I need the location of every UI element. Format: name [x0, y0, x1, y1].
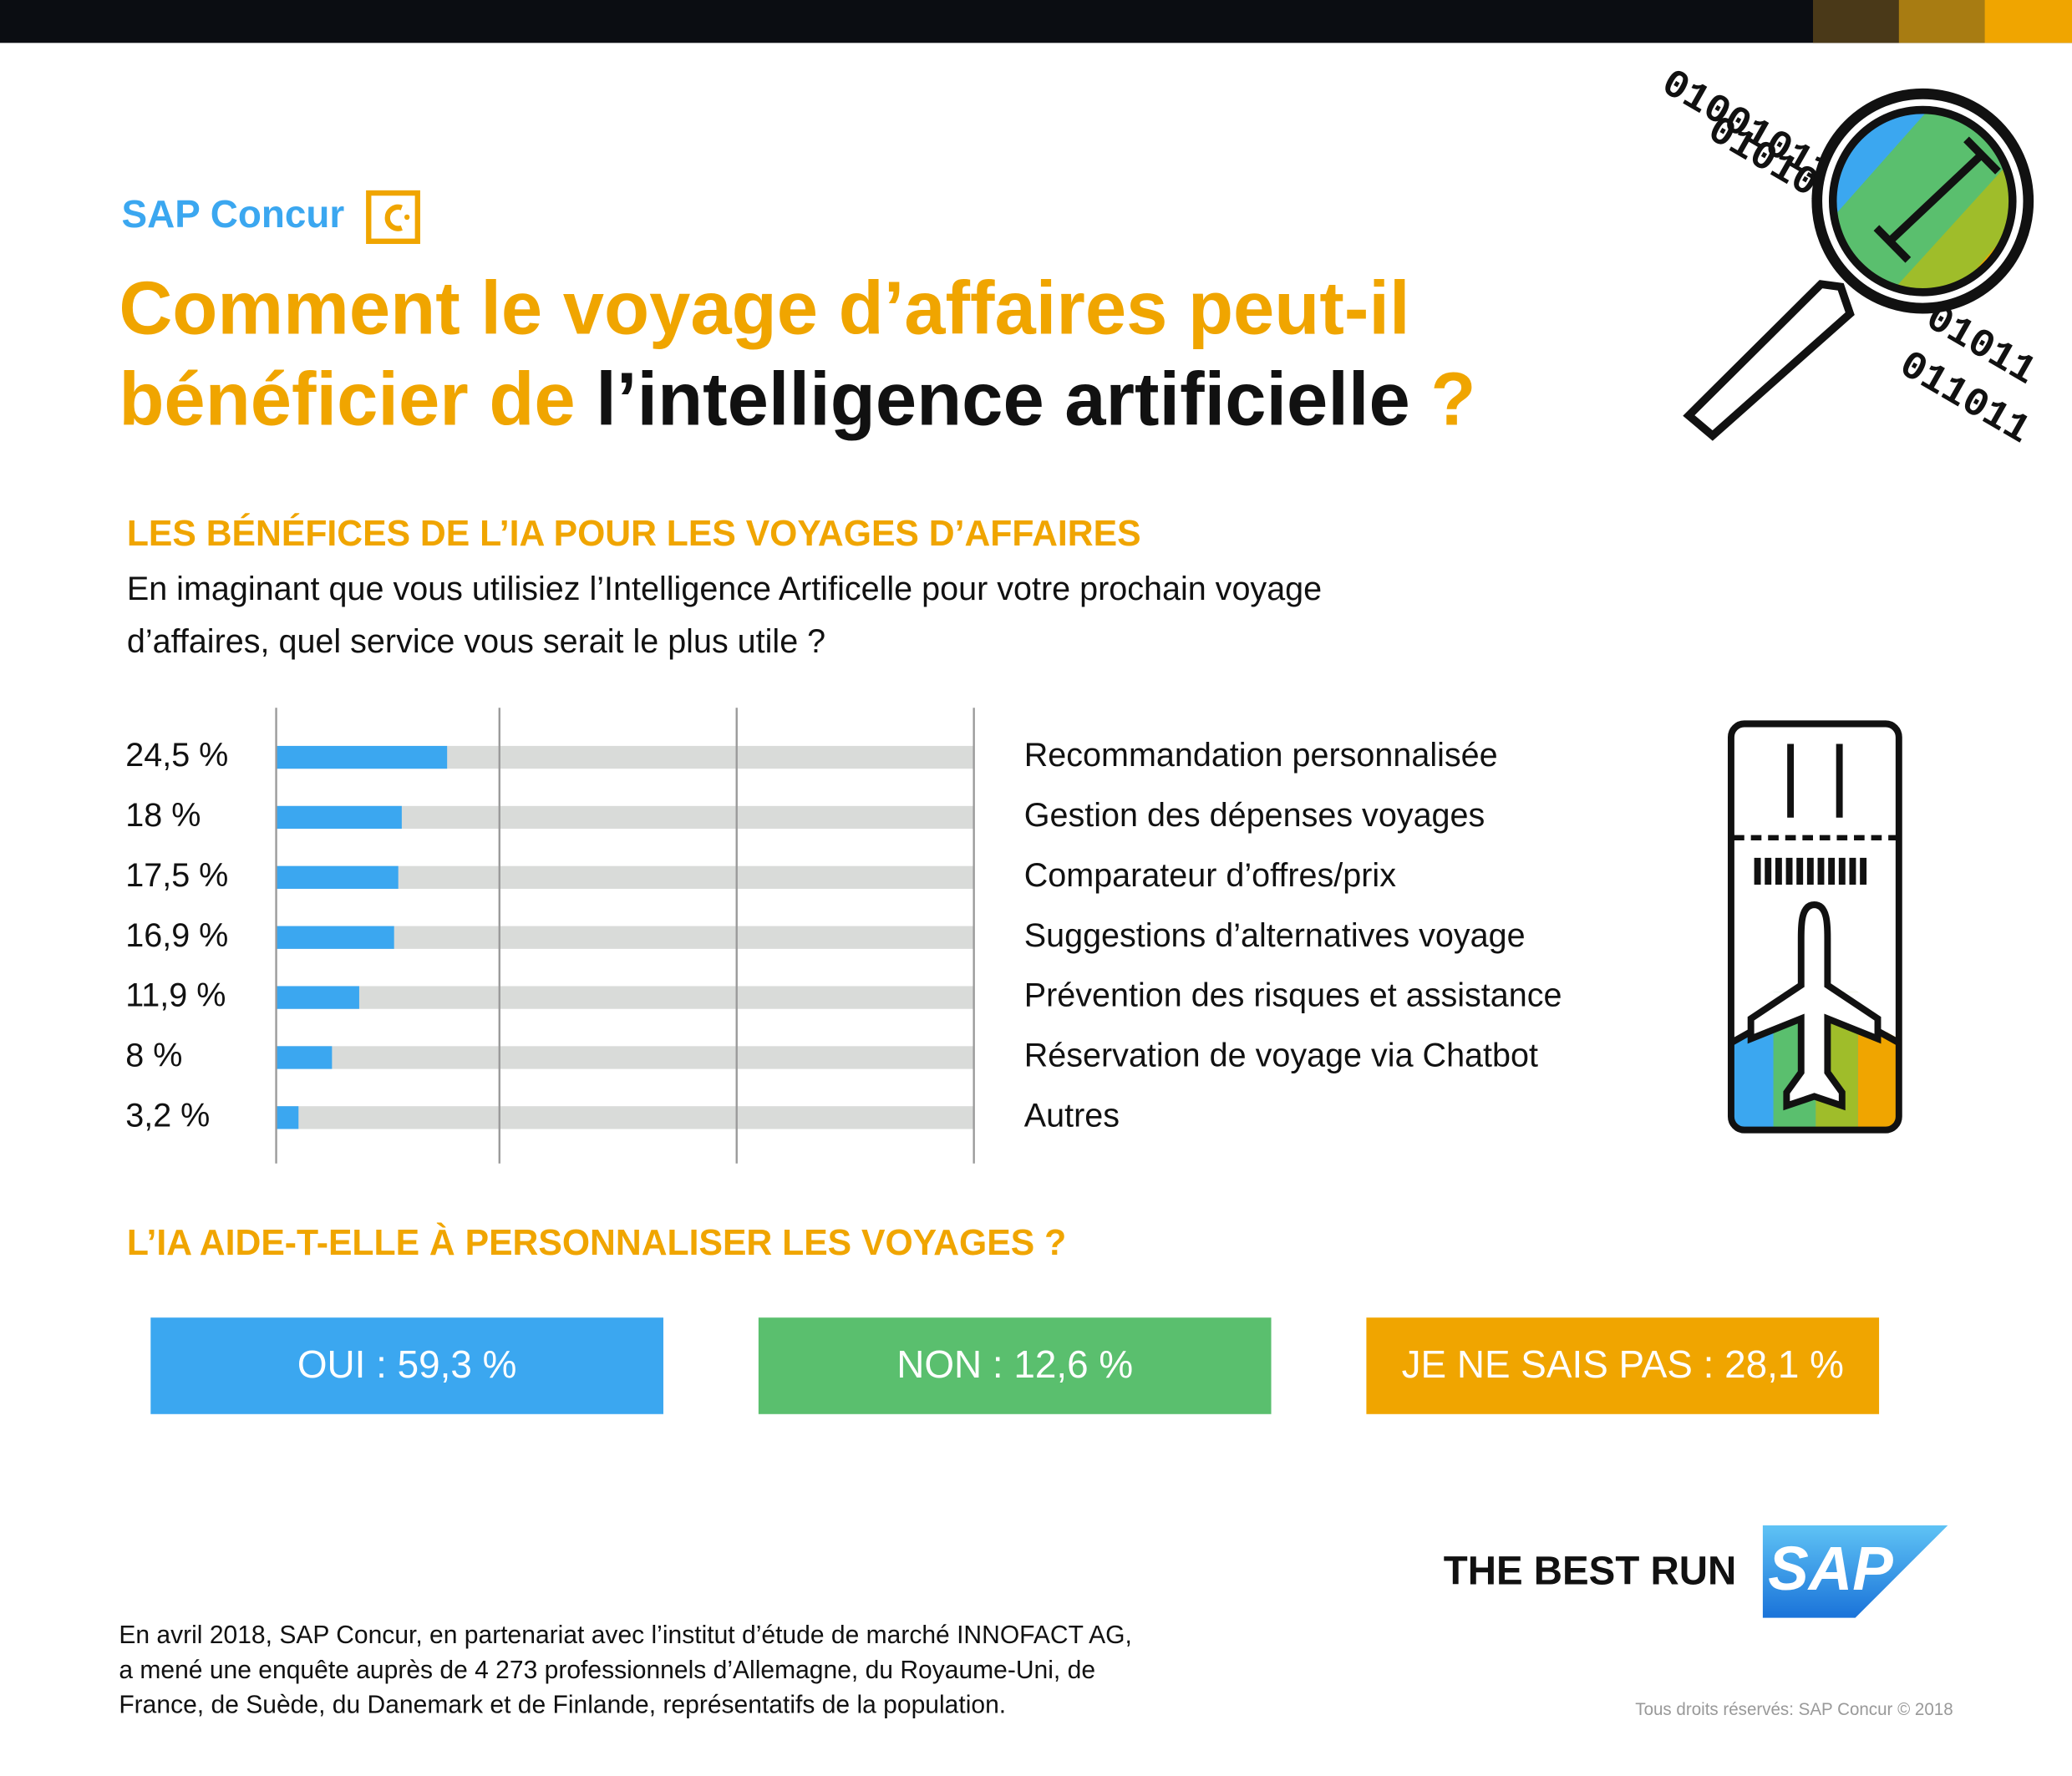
answer-box	[1366, 1317, 1880, 1414]
bar-chart: 24,5 % Recommandation personnalisée 18 % Ge…	[125, 708, 1562, 1164]
logo-text: SAP	[1768, 1535, 1893, 1604]
question: En imaginant que vous utilisiez l’Intell…	[127, 571, 1322, 607]
value-label: 16,9 %	[125, 917, 228, 954]
footnote: France, de Suède, du Danemark et de Finl…	[119, 1691, 1006, 1718]
value-label: 3,2 %	[125, 1097, 210, 1134]
category-label: Gestion des dépenses voyages	[1024, 797, 1485, 834]
footnote: a mené une enquête auprès de 4 273 profe…	[119, 1657, 1095, 1684]
ticket-icon	[1727, 720, 1902, 1134]
answer-label: OUI : 59,3 %	[297, 1342, 516, 1386]
answers: OUI : 59,3 % NON : 12,6 % JE NE SAIS PAS :…	[150, 1317, 1880, 1414]
top-bar-block	[1984, 0, 2072, 43]
value-label: 24,5 %	[125, 737, 228, 774]
title-part: ?	[1410, 357, 1476, 441]
title-part: l’intelligence artificielle	[596, 357, 1410, 441]
top-bar	[0, 0, 2072, 43]
footnote: En avril 2018, SAP Concur, en partenaria…	[119, 1621, 1131, 1649]
bar	[276, 1106, 299, 1129]
value-label: 11,9 %	[125, 977, 226, 1013]
section-heading: LES BÉNÉFICES DE L’IA POUR LES VOYAGES D…	[127, 514, 1141, 554]
answer-box	[150, 1317, 663, 1414]
category-label: Suggestions d’alternatives voyage	[1024, 917, 1526, 954]
brand: SAP Concur	[122, 192, 345, 236]
title: bénéficier de l’intelligence artificiell…	[119, 357, 1475, 441]
title-part: bénéficier de	[119, 357, 596, 441]
bar	[276, 865, 399, 889]
bar-track	[276, 986, 974, 1009]
title: Comment le voyage d’affaires peut-il	[119, 266, 1409, 350]
title-part: Comment le voyage d’affaires peut-il	[119, 266, 1409, 350]
answer-box	[758, 1317, 1272, 1414]
bar	[276, 805, 402, 830]
bar	[276, 926, 394, 949]
answer-label: JE NE SAIS PAS : 28,1 %	[1402, 1342, 1844, 1386]
category-label: Autres	[1024, 1097, 1120, 1134]
category-label: Recommandation personnalisée	[1024, 737, 1498, 774]
category-label: Comparateur d’offres/prix	[1024, 857, 1396, 894]
value-label: 18 %	[125, 797, 201, 834]
sap-logo: SAP	[1762, 1525, 1948, 1618]
brand-icon	[366, 190, 420, 245]
bar-track	[276, 1046, 974, 1069]
bar	[276, 986, 359, 1009]
magnifier-illustration: 0100101100 0101010 01011 011011	[1653, 61, 2043, 454]
tagline: THE BEST RUN	[1444, 1549, 1737, 1593]
bar	[276, 1046, 333, 1069]
category-label: Réservation de voyage via Chatbot	[1024, 1037, 1538, 1073]
section-heading: L’IA AIDE-T-ELLE À PERSONNALISER LES VOY…	[127, 1223, 1066, 1263]
category-label: Prévention des risques et assistance	[1024, 977, 1562, 1013]
copyright: Tous droits réservés: SAP Concur © 2018	[1635, 1700, 1953, 1719]
question: d’affaires, quel service vous serait le …	[127, 623, 825, 660]
value-label: 17,5 %	[125, 857, 228, 894]
value-label: 8 %	[125, 1037, 182, 1073]
top-bar-block	[1898, 0, 1987, 43]
bar-track	[276, 1106, 974, 1129]
bar	[276, 745, 448, 769]
top-bar-block	[1813, 0, 1901, 43]
answer-label: NON : 12,6 %	[896, 1342, 1133, 1386]
